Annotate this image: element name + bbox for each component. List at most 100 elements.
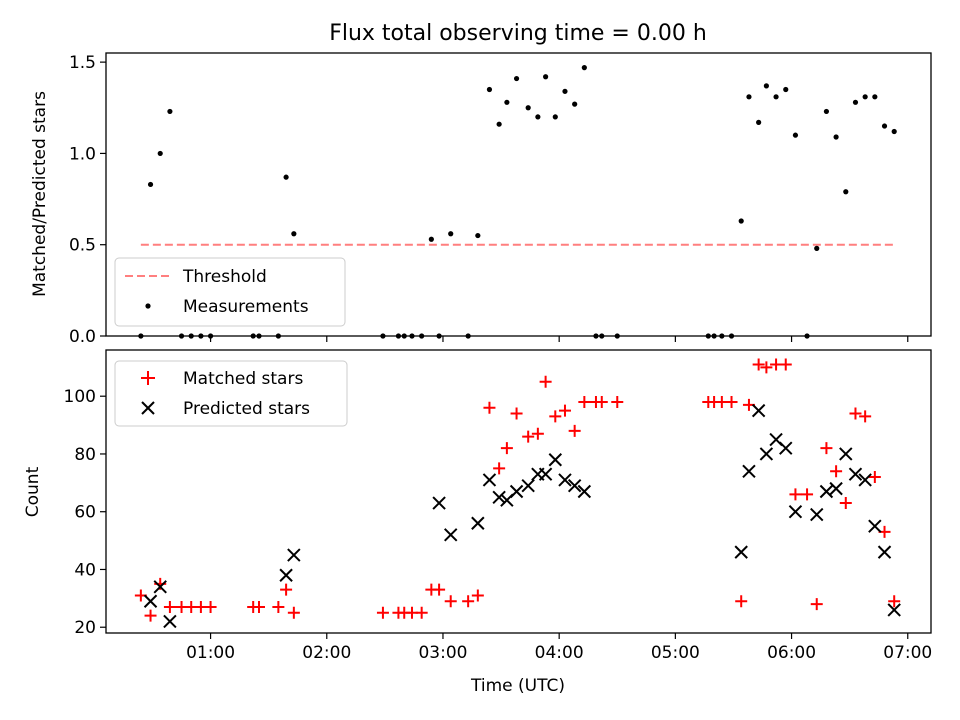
measurement-point — [862, 94, 868, 100]
measurement-point — [525, 105, 531, 111]
measurement-point — [581, 65, 587, 71]
measurement-point — [881, 123, 888, 129]
matched-stars-point — [725, 395, 738, 408]
predicted-stars-point — [492, 490, 506, 504]
x-tick-label: 04:00 — [535, 643, 584, 663]
chart-title: Flux total observing time = 0.00 h — [329, 21, 707, 46]
matched-stars-point — [444, 595, 457, 608]
predicted-stars-point — [751, 403, 766, 418]
matched-stars-point — [760, 361, 773, 374]
measurement-point — [746, 94, 752, 100]
measurement-point — [167, 108, 173, 115]
measurements-legend-label: Measurements — [183, 297, 309, 317]
matched-stars-point — [272, 601, 285, 614]
bottom-panel-y-ticks: 20 40 60 80 100 — [64, 387, 106, 638]
predicted-stars-point — [734, 545, 748, 559]
x-tick-label: 03:00 — [418, 643, 467, 663]
x-tick-label: 06:00 — [767, 643, 816, 663]
matched-stars-point — [611, 395, 624, 408]
measurement-point — [157, 150, 163, 157]
matched-stars-point — [415, 606, 428, 619]
measurement-point — [504, 99, 510, 105]
x-tick-label: 01:00 — [186, 643, 235, 663]
matched-stars-point — [752, 358, 765, 371]
predicted-stars-point — [810, 507, 824, 522]
measurement-point — [756, 119, 762, 125]
predicted-stars-point — [788, 505, 803, 519]
matched-stars-point — [578, 395, 591, 408]
measurement-point — [543, 74, 549, 80]
bottom-panel: 20 40 60 80 100 01:00 02:00 03:00 04:00 05:00 06:… — [23, 349, 932, 696]
predicted-stars-point — [509, 484, 524, 499]
matched-stars-point — [163, 601, 176, 614]
predicted-stars-point — [839, 447, 853, 461]
predicted-legend-label: Predicted stars — [183, 399, 310, 419]
y-tick-label: 60 — [74, 503, 96, 523]
predicted-stars-point — [759, 447, 774, 461]
predicted-stars-point — [567, 479, 582, 493]
matched-stars-point — [280, 583, 293, 596]
measurement-point — [763, 83, 769, 89]
measurement-point — [823, 108, 830, 115]
measurement-point — [562, 88, 568, 94]
y-tick-label: 1.0 — [69, 144, 96, 164]
matched-stars-point — [510, 407, 523, 420]
measurement-point — [486, 86, 493, 93]
matched-legend-swatch — [141, 371, 155, 385]
measurement-point — [428, 236, 434, 242]
matched-stars-point — [830, 465, 843, 478]
predicted-stars-point — [868, 519, 882, 533]
matched-stars-point — [779, 358, 792, 371]
measurement-point — [475, 232, 481, 239]
predicted-stars-point — [538, 467, 553, 481]
predicted-stars-point — [432, 496, 446, 510]
top-panel-y-ticks: 0.0 0.5 1.0 1.5 — [69, 53, 106, 347]
measurement-point — [283, 174, 289, 180]
matched-stars-point — [558, 404, 571, 417]
y-tick-label: 80 — [74, 445, 96, 465]
measurement-point — [773, 94, 779, 100]
matched-stars-point — [735, 595, 748, 608]
predicted-stars-point — [444, 528, 458, 542]
threshold-legend-label: Threshold — [182, 267, 267, 287]
matched-stars-point — [376, 606, 389, 619]
measurement-point — [783, 86, 789, 93]
matched-legend-label: Matched stars — [183, 369, 303, 389]
predicted-stars-point — [548, 453, 563, 467]
bottom-panel-frame — [105, 349, 932, 634]
matched-stars-point — [500, 442, 513, 455]
predicted-stars-point — [558, 473, 572, 487]
x-tick-label: 02:00 — [302, 643, 351, 663]
y-tick-label: 0.5 — [69, 236, 96, 256]
matched-stars-point — [568, 424, 581, 437]
measurement-point — [552, 114, 558, 120]
bottom-panel-marks — [134, 358, 901, 629]
matched-stars-point — [868, 471, 881, 484]
predicted-stars-point — [577, 484, 592, 499]
y-tick-label: 100 — [64, 387, 96, 407]
measurement-point — [891, 128, 897, 135]
x-tick-label: 05:00 — [651, 643, 700, 663]
matched-stars-point — [252, 601, 265, 614]
predicted-stars-point — [742, 464, 756, 478]
predicted-stars-point — [143, 594, 158, 608]
top-panel-x-ticks — [209, 336, 909, 342]
top-panel-frame — [105, 52, 932, 337]
measurement-point — [291, 231, 297, 237]
y-tick-label: 0.0 — [69, 327, 96, 347]
top-panel-legend: Threshold Measurements — [114, 257, 346, 327]
predicted-stars-point — [877, 545, 892, 559]
matched-stars-point — [549, 410, 562, 423]
measurements-legend-swatch — [145, 303, 151, 309]
predicted-stars-point — [521, 479, 535, 493]
matched-stars-point — [433, 583, 446, 596]
matched-stars-point — [595, 395, 608, 408]
matched-stars-point — [531, 427, 544, 440]
top-panel-y-axis-label: Matched/Predicted stars — [30, 91, 50, 297]
predicted-stars-point — [819, 484, 834, 499]
measurement-point — [535, 114, 541, 120]
matched-stars-point — [144, 609, 157, 622]
predicted-stars-point — [287, 548, 301, 562]
measurement-point — [833, 134, 839, 140]
matched-stars-point — [539, 375, 552, 388]
